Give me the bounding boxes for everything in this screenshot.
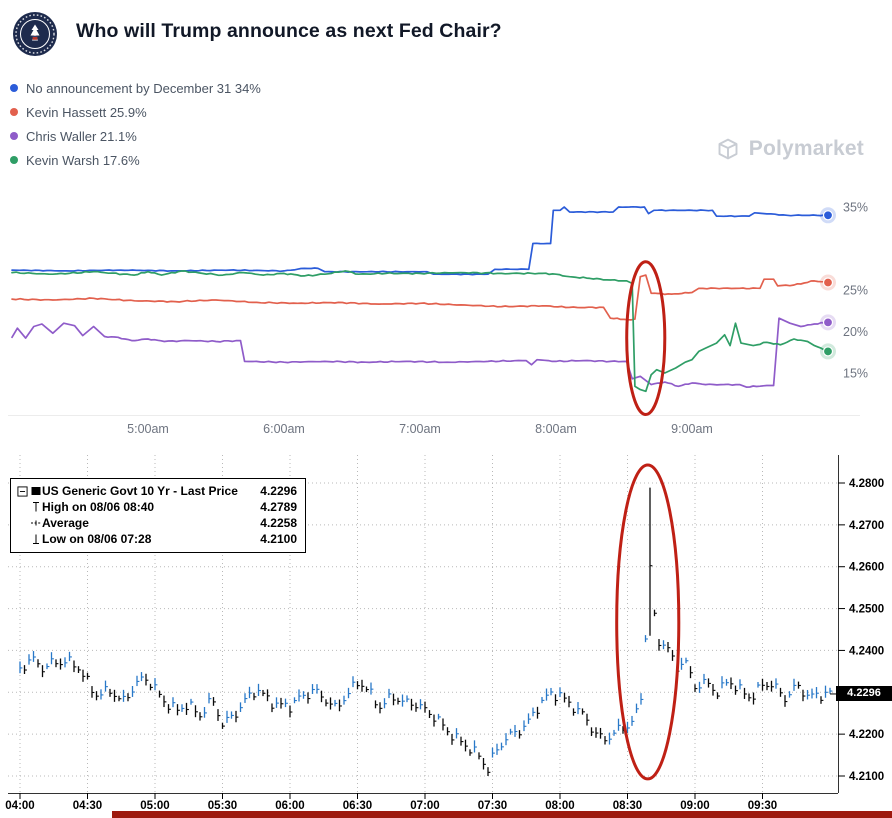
legend-item-no-announcement[interactable]: No announcement by December 31 34% [8, 76, 261, 100]
y-tick-label: 20% [843, 325, 868, 339]
polymarket-watermark: Polymarket [716, 137, 864, 161]
legend-dot [10, 156, 18, 164]
top-chart-axes: 35% 25% 20% 15% 5:00am 6:00am 7:00am 8:00am 9:00… [127, 201, 868, 437]
x-tick-label: 5:00am [127, 422, 169, 436]
yield-chart[interactable]: 4.28004.27004.26004.25004.24004.23004.22… [5, 455, 884, 812]
series-line-no-announcement-by-december-31 [11, 205, 829, 276]
y-tick-label: 35% [843, 201, 868, 215]
tree-expander-icon[interactable] [16, 485, 29, 497]
series-line-kevin-warsh [11, 270, 829, 393]
x-tick-label: 06:00 [275, 800, 304, 812]
y-tick-label: 4.2800 [849, 478, 884, 490]
legend-item-kevin-warsh[interactable]: Kevin Warsh 17.6% [8, 148, 261, 172]
legend-row-label: High on 08/06 08:40 [42, 500, 155, 514]
last-price-swatch-icon [29, 485, 42, 497]
average-marker-icon [29, 517, 42, 529]
highlight-ellipse-top [625, 260, 667, 417]
legend-item-label: Chris Waller 21.1% [26, 128, 137, 144]
legend-dot [10, 108, 18, 116]
legend-item-label: Kevin Hassett 25.9% [26, 104, 147, 120]
x-tick-label: 08:30 [613, 800, 642, 812]
last-price-badge: 4.2296 [836, 686, 892, 701]
x-tick-label: 05:00 [140, 800, 169, 812]
x-tick-label: 07:30 [478, 800, 507, 812]
series-line-kevin-hassett [11, 274, 829, 321]
x-tick-label: 6:00am [263, 422, 305, 436]
y-tick-label: 4.2600 [849, 562, 884, 574]
endpoint-dot-kevin-hassett [822, 277, 834, 288]
x-tick-label: 04:30 [73, 800, 102, 812]
high-marker-icon [29, 501, 42, 513]
legend-row-label: US Generic Govt 10 Yr - Last Price [42, 484, 238, 498]
x-tick-label: 7:00am [399, 422, 441, 436]
legend-item-label: No announcement by December 31 34% [26, 80, 261, 96]
x-tick-label: 09:30 [748, 800, 777, 812]
series-line-chris-waller [11, 317, 829, 388]
legend-item-chris-waller[interactable]: Chris Waller 21.1% [8, 124, 261, 148]
y-tick-label: 4.2500 [849, 604, 884, 616]
highlight-ellipse-bottom [615, 463, 681, 781]
legend-row-low: Low on 08/06 07:28 4.2100 [16, 531, 297, 547]
x-tick-label: 05:30 [208, 800, 237, 812]
fed-seal-icon [13, 12, 57, 56]
x-tick-label: 08:00 [545, 800, 574, 812]
x-tick-label: 06:30 [343, 800, 372, 812]
low-marker-icon [29, 533, 42, 545]
y-tick-label: 4.2100 [849, 771, 884, 783]
legend-row-label: Low on 08/06 07:28 [42, 532, 152, 546]
polymarket-logo-icon [718, 138, 738, 160]
endpoint-dot-no-announcement-by-december-31 [822, 210, 834, 221]
x-tick-label: 9:00am [671, 422, 713, 436]
market-legend: No announcement by December 31 34% Kevin… [8, 76, 261, 172]
legend-item-kevin-hassett[interactable]: Kevin Hassett 25.9% [8, 100, 261, 124]
polymarket-watermark-text: Polymarket [748, 137, 864, 160]
legend-row-average: Average 4.2258 [16, 515, 297, 531]
y-tick-label: 4.2200 [849, 729, 884, 741]
yield-bars [19, 487, 833, 776]
legend-row-value: 4.2100 [260, 532, 297, 546]
x-tick-label: 09:00 [680, 800, 709, 812]
yield-chart-legend-box: US Generic Govt 10 Yr - Last Price 4.229… [10, 478, 306, 553]
x-tick-label: 04:00 [5, 800, 34, 812]
legend-row-value: 4.2296 [260, 484, 297, 498]
x-tick-label: 8:00am [535, 422, 577, 436]
legend-dot [10, 132, 18, 140]
legend-item-label: Kevin Warsh 17.6% [26, 152, 140, 168]
endpoint-dot-kevin-warsh [822, 346, 834, 357]
y-tick-label: 25% [843, 284, 868, 298]
x-tick-label: 07:00 [410, 800, 439, 812]
y-tick-label: 15% [843, 367, 868, 381]
fed-seal-logo [12, 11, 58, 57]
page-title: Who will Trump announce as next Fed Chai… [76, 20, 502, 42]
polymarket-chart[interactable]: 35% 25% 20% 15% 5:00am 6:00am 7:00am 8:00am 9:00… [8, 201, 868, 437]
endpoint-dot-chris-waller [822, 317, 834, 328]
legend-row-last-price: US Generic Govt 10 Yr - Last Price 4.229… [16, 483, 297, 499]
legend-row-value: 4.2258 [260, 516, 297, 530]
y-tick-label: 4.2700 [849, 520, 884, 532]
legend-row-high: High on 08/06 08:40 4.2789 [16, 499, 297, 515]
legend-row-value: 4.2789 [260, 500, 297, 514]
yield-chart-axes: 4.28004.27004.26004.25004.24004.23004.22… [5, 455, 884, 812]
legend-dot [10, 84, 18, 92]
bottom-red-banner [112, 811, 892, 818]
legend-row-label: Average [42, 516, 89, 530]
y-tick-label: 4.2400 [849, 645, 884, 657]
